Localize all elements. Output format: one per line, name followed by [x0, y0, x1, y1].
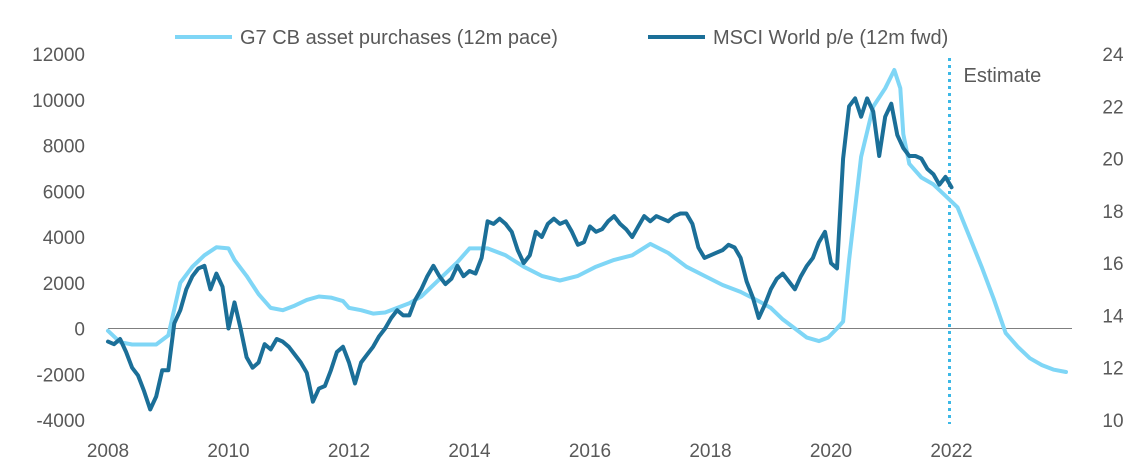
right-y-axis-labels: 24 22 20 18 16 14 12 10	[1102, 45, 1124, 432]
left-tick-label: 0	[74, 320, 85, 341]
left-tick-label: -4000	[36, 411, 85, 432]
left-tick-label: -2000	[36, 365, 85, 386]
left-tick-label: 6000	[43, 182, 85, 203]
left-tick-label: 4000	[43, 228, 85, 249]
legend: G7 CB asset purchases (12m pace) MSCI Wo…	[175, 27, 948, 49]
x-tick-label: 2012	[328, 441, 370, 462]
x-tick-label: 2010	[207, 441, 249, 462]
left-tick-label: 12000	[32, 45, 85, 66]
right-tick-label: 16	[1102, 254, 1123, 275]
x-axis-labels: 2008 2010 2012 2014 2016 2018 2020 2022	[87, 441, 973, 462]
x-tick-label: 2008	[87, 441, 129, 462]
right-tick-label: 10	[1102, 411, 1123, 432]
estimate-label: Estimate	[964, 65, 1042, 87]
right-tick-label: 24	[1102, 45, 1124, 66]
x-tick-label: 2018	[689, 441, 731, 462]
left-tick-label: 10000	[32, 91, 85, 112]
x-tick-label: 2020	[810, 441, 852, 462]
series-line-g7-cb-asset-purchases	[106, 68, 1068, 374]
left-y-axis-labels: 12000 10000 8000 6000 4000 2000 0 -2000 -4000	[32, 45, 85, 432]
left-tick-label: 2000	[43, 274, 85, 295]
x-tick-label: 2014	[448, 441, 491, 462]
x-tick-label: 2016	[569, 441, 611, 462]
right-tick-label: 14	[1102, 306, 1124, 327]
legend-label-msci: MSCI World p/e (12m fwd)	[713, 27, 948, 49]
series-line-msci-world-pe	[106, 96, 954, 412]
right-tick-label: 12	[1102, 359, 1123, 380]
right-tick-label: 22	[1102, 97, 1123, 118]
right-tick-label: 20	[1102, 150, 1123, 171]
legend-label-g7: G7 CB asset purchases (12m pace)	[240, 27, 558, 49]
x-tick-label: 2022	[930, 441, 972, 462]
left-tick-label: 8000	[43, 137, 85, 158]
right-tick-label: 18	[1102, 202, 1123, 223]
